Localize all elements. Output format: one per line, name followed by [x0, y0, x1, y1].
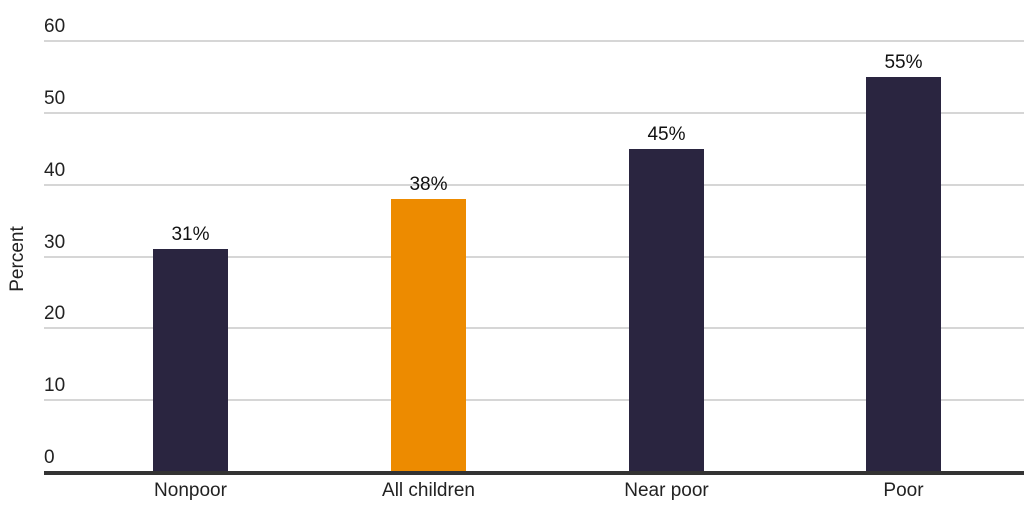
bar-value-label: 38% [409, 174, 448, 196]
y-tick-label: 20 [44, 303, 66, 325]
y-tick-label: 10 [44, 375, 66, 397]
gridline [44, 111, 1024, 114]
y-tick-label: 60 [44, 16, 66, 37]
y-tick-label: 50 [44, 87, 66, 109]
bar-value-label: 45% [647, 123, 686, 145]
bar-poor [866, 76, 941, 472]
x-axis-line [44, 471, 1024, 475]
gridline [44, 327, 1024, 330]
gridline [44, 255, 1024, 258]
y-tick-label: 30 [44, 231, 66, 253]
y-axis-label: Percent [7, 226, 28, 292]
x-category-label: Near poor [624, 480, 709, 501]
gridline [44, 40, 1024, 42]
x-category-label: Nonpoor [154, 480, 227, 501]
bar-value-label: 31% [171, 224, 210, 246]
gridline [44, 183, 1024, 186]
gridline [44, 399, 1024, 402]
bar-all-children [391, 199, 466, 472]
y-tick-label: 40 [44, 159, 66, 181]
y-tick-label: 0 [44, 447, 55, 468]
bar-value-label: 55% [884, 51, 923, 73]
bar-near-poor [629, 148, 704, 472]
bar-nonpoor [153, 249, 228, 472]
x-category-label: Poor [883, 480, 924, 501]
x-category-label: All children [382, 480, 475, 501]
